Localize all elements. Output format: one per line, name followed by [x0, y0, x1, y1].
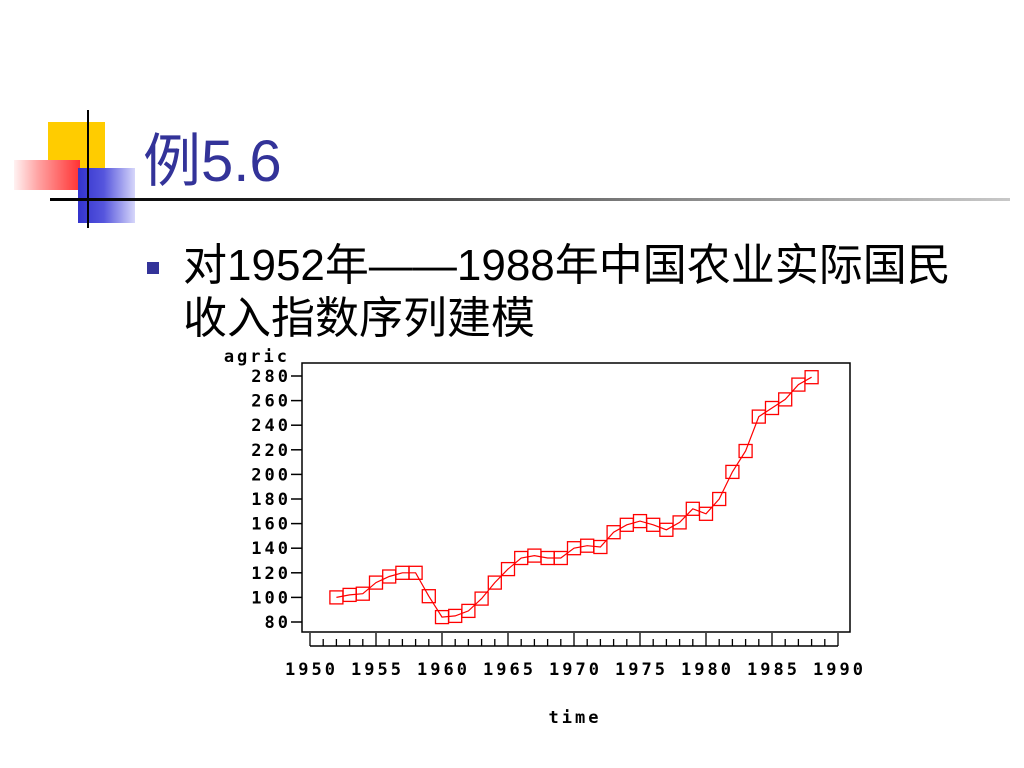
y-tick-label: 200	[251, 465, 291, 485]
y-axis: 80 100 120 140 160 180 200 220 240 260 280	[251, 367, 302, 633]
data-point-marker	[593, 539, 608, 555]
x-tick-label: 1960	[417, 660, 470, 680]
data-point-marker	[329, 590, 344, 605]
y-tick-label: 180	[251, 490, 291, 510]
line-chart: agric time 80 100 120 140 160 180 200 220 240 260…	[224, 347, 866, 728]
x-tick-label: 1965	[483, 660, 536, 680]
y-tick-label: 100	[251, 588, 291, 608]
x-tick-label: 1950	[285, 660, 338, 680]
data-point-marker	[606, 525, 621, 540]
data-point-marker	[408, 565, 423, 580]
y-tick-label: 120	[251, 564, 291, 584]
y-tick-label: 140	[251, 539, 291, 559]
data-point-marker	[461, 603, 476, 619]
y-tick-label: 240	[251, 416, 291, 436]
data-point-marker	[659, 522, 674, 537]
x-tick-label: 1980	[681, 660, 734, 680]
y-tick-label: 160	[251, 515, 291, 535]
slide-title: 例5.6	[143, 129, 282, 194]
data-point-marker	[751, 409, 766, 424]
data-point-marker	[725, 464, 740, 480]
series-line	[336, 376, 812, 618]
data-point-marker	[474, 591, 489, 606]
data-point-marker	[712, 491, 727, 507]
plot-frame	[301, 362, 851, 633]
bullet-text-line: 收入指数序列建模	[183, 294, 535, 343]
x-tick-label: 1970	[549, 660, 602, 680]
data-point-marker	[487, 575, 502, 590]
bullet-text: 对1952年——1988年中国农业实际国民 收入指数序列建模	[183, 239, 951, 345]
data-point-marker	[698, 506, 714, 521]
data-point-marker	[421, 589, 436, 604]
x-tick-label: 1975	[615, 660, 668, 680]
data-point-marker	[500, 561, 516, 577]
title-underline	[50, 198, 1010, 201]
x-tick-label: 1955	[351, 660, 404, 680]
data-point-marker	[804, 370, 819, 385]
decor-vertical-line	[87, 110, 89, 228]
data-point-marker	[764, 400, 780, 416]
data-point-marker	[791, 377, 806, 392]
x-tick-label: 1985	[747, 660, 800, 680]
x-tick-label: 1990	[813, 660, 866, 680]
y-tick-label: 280	[251, 367, 291, 387]
bullet-square-icon	[147, 262, 159, 274]
y-tick-label: 80	[265, 613, 291, 633]
y-tick-label: 260	[251, 392, 291, 412]
data-point-marker	[738, 443, 753, 459]
y-tick-label: 220	[251, 441, 291, 461]
x-axis: 1950 1955 1960 1965 1970 1975 1980 1985 1990	[285, 633, 866, 680]
bullet-text-line: 对1952年——1988年中国农业实际国民	[183, 241, 951, 290]
data-point-marker	[553, 550, 568, 566]
data-point-marker	[778, 392, 793, 407]
data-point-marker	[355, 586, 370, 601]
data-point-marker	[672, 515, 687, 530]
data-series	[329, 370, 819, 625]
decor-red-bar	[14, 160, 80, 190]
x-axis-title: time	[549, 708, 602, 728]
y-axis-title: agric	[224, 347, 290, 367]
